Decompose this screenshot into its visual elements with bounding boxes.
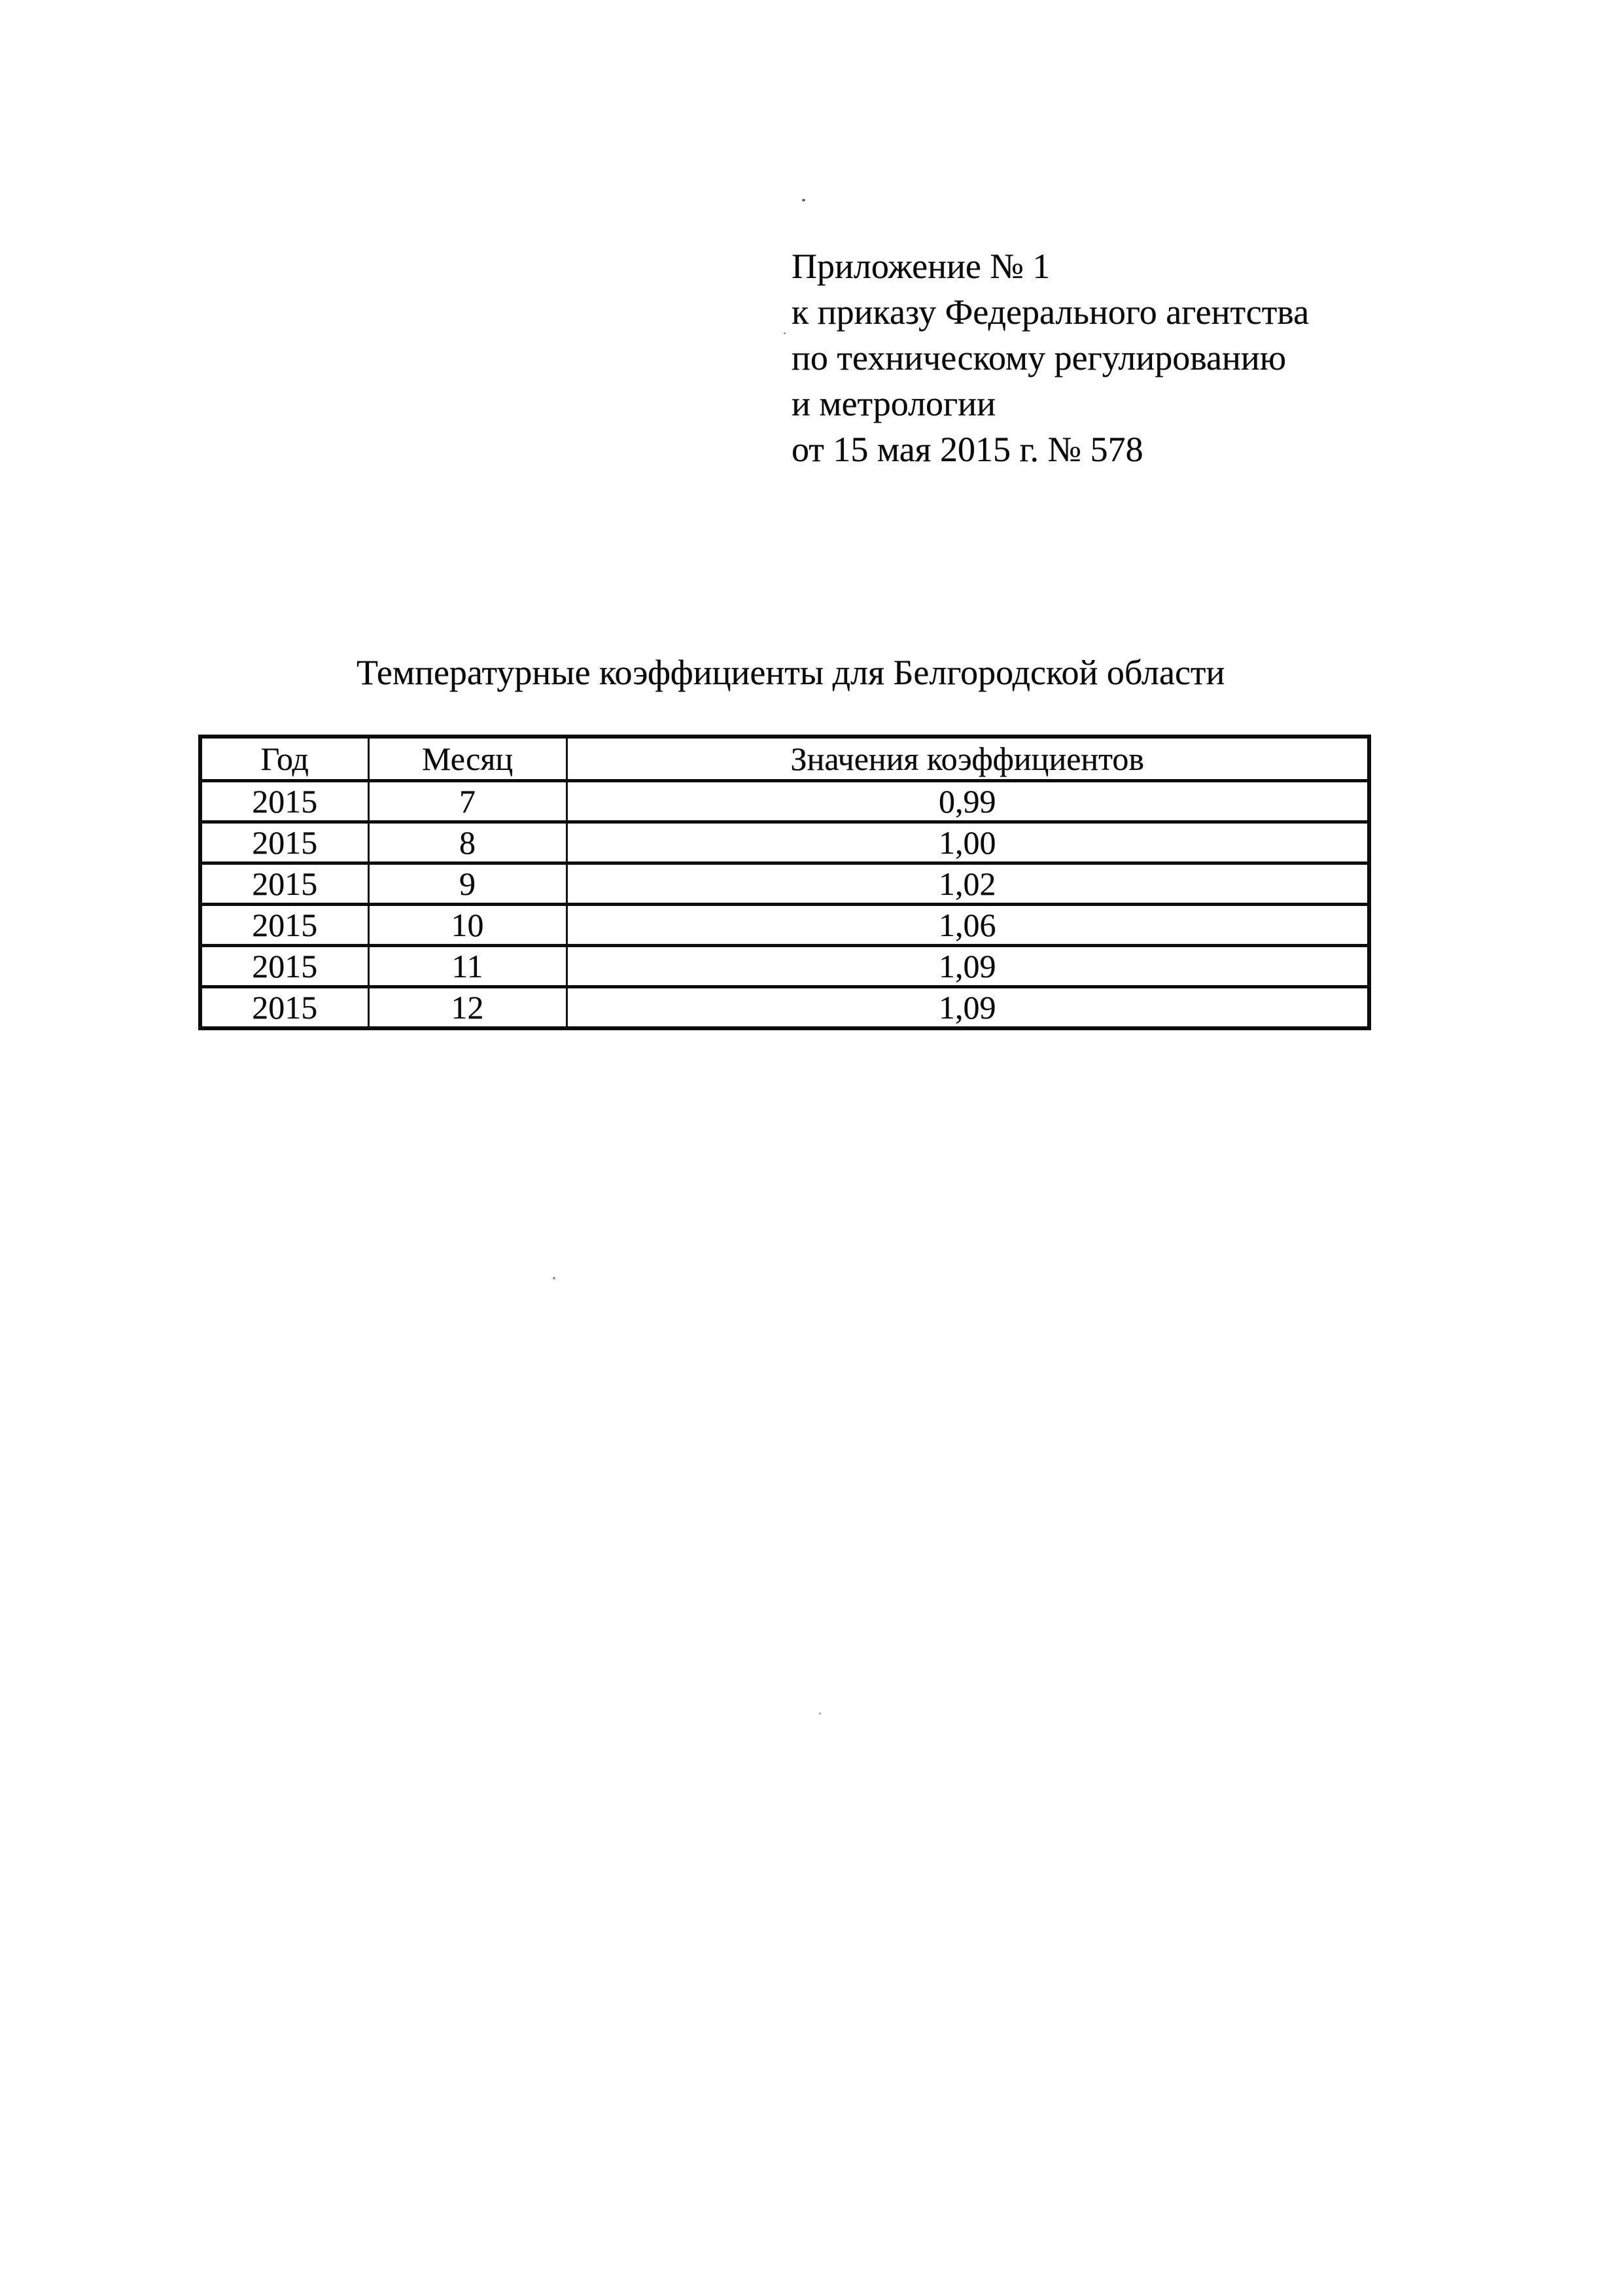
table-cell-year: 2015 [199,944,370,988]
scan-speckle [819,1713,821,1714]
table-cell-value: 1,00 [565,820,1370,865]
scan-speckle [553,1277,555,1279]
appendix-reference-line: Приложение № 1 [792,247,1051,286]
appendix-reference-line: по техническому регулированию [792,338,1287,377]
table-cell-value: 1,09 [565,944,1370,988]
table-cell-year: 2015 [199,903,370,947]
table-cell-month: 12 [367,985,568,1030]
table-cell-value: 1,02 [565,861,1370,906]
table-cell-value: 1,09 [565,985,1370,1030]
table-header-cell-value: Значения коэффициентов [565,735,1370,782]
table-cell-value: 0,99 [565,779,1370,824]
table-header-row: Год Месяц Значения коэффициентов [199,735,1370,782]
table-row: 2015 7 0,99 [199,779,1370,824]
table-cell-value: 1,06 [565,903,1370,947]
table-cell-month: 11 [367,944,568,988]
table-row: 2015 10 1,06 [199,903,1370,947]
table-cell-year: 2015 [199,779,370,824]
appendix-reference-line: и метрологии [792,384,996,423]
table-cell-year: 2015 [199,985,370,1030]
table-cell-month: 10 [367,903,568,947]
scan-speckle [802,199,805,201]
coefficients-table: Год Месяц Значения коэффициентов 2015 7 … [198,735,1371,1030]
table-cell-month: 9 [367,861,568,906]
appendix-reference-block: Приложение № 1 к приказу Федерального аг… [792,243,1309,472]
appendix-reference-line: от 15 мая 2015 г. № 578 [792,430,1143,469]
table-row: 2015 11 1,09 [199,944,1370,988]
table-row: 2015 12 1,09 [199,985,1370,1030]
table-header-cell-year: Год [199,735,370,782]
table-header-cell-month: Месяц [367,735,568,782]
table-cell-year: 2015 [199,861,370,906]
table-cell-month: 7 [367,779,568,824]
table-cell-month: 8 [367,820,568,865]
appendix-reference-line: к приказу Федерального агентства [792,292,1310,332]
table-row: 2015 9 1,02 [199,861,1370,906]
document-title: Температурные коэффициенты для Белгородс… [357,653,1225,692]
scan-speckle [784,332,786,334]
table-cell-year: 2015 [199,820,370,865]
table-row: 2015 8 1,00 [199,820,1370,865]
